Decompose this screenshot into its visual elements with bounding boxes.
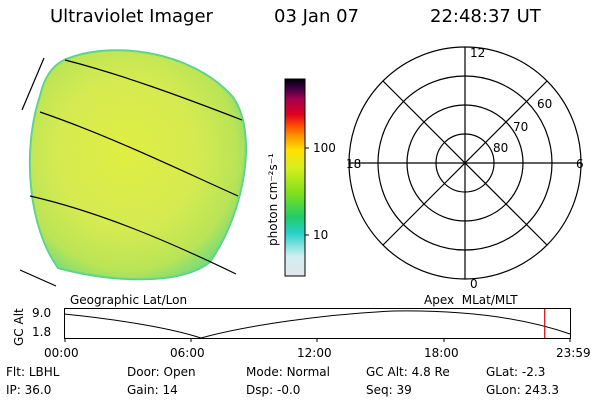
altitude-xtick-1800: 18:00 [424, 346, 459, 360]
status-seq: Seq: 39 [366, 383, 412, 397]
status-gain: Gain: 14 [127, 383, 178, 397]
altitude-curve [63, 310, 571, 339]
status-glat: GLat: -2.3 [486, 365, 546, 379]
apex-caption: Apex MLat/MLT [424, 293, 518, 307]
mlt-label-12: 12 [470, 46, 486, 60]
colorbar-tick-100: 100 [313, 141, 336, 155]
lat-label-60: 60 [537, 97, 553, 111]
altitude-xtick-2359: 23:59 [556, 346, 591, 360]
colorbar-tick-10: 10 [313, 228, 329, 242]
altitude-ylabel: GC Alt [12, 308, 26, 346]
uv-image [19, 49, 247, 287]
altitude-ytick-low: 1.8 [32, 325, 52, 339]
colorbar-unit-label: photon cm⁻²s⁻¹ [266, 153, 280, 246]
status-flt: Flt: LBHL [6, 365, 60, 379]
intensity-colorbar [284, 78, 309, 277]
altitude-xtick-1200: 12:00 [297, 346, 332, 360]
polar-plot [348, 46, 582, 280]
status-glon: GLon: 243.3 [486, 383, 559, 397]
status-door: Door: Open [127, 365, 196, 379]
mlt-label-0: 0 [470, 277, 478, 291]
lat-label-80: 80 [493, 141, 509, 155]
geographic-caption: Geographic Lat/Lon [70, 293, 188, 307]
mlt-label-18: 18 [346, 157, 362, 171]
lat-label-70: 70 [513, 120, 529, 134]
status-gc-alt: GC Alt: 4.8 Re [366, 365, 450, 379]
status-dsp: Dsp: -0.0 [246, 383, 301, 397]
altitude-plot [63, 308, 571, 342]
mlt-label-6: 6 [576, 157, 584, 171]
image-date: 03 Jan 07 [274, 6, 359, 27]
status-mode: Mode: Normal [246, 365, 330, 379]
image-time: 22:48:37 UT [430, 6, 541, 27]
altitude-ytick-high: 9.0 [32, 306, 52, 320]
altitude-xtick-0000: 00:00 [44, 346, 79, 360]
altitude-xtick-0600: 06:00 [170, 346, 205, 360]
status-ip: IP: 36.0 [6, 383, 52, 397]
latlon-grid [19, 57, 243, 287]
app-title: Ultraviolet Imager [50, 6, 213, 27]
